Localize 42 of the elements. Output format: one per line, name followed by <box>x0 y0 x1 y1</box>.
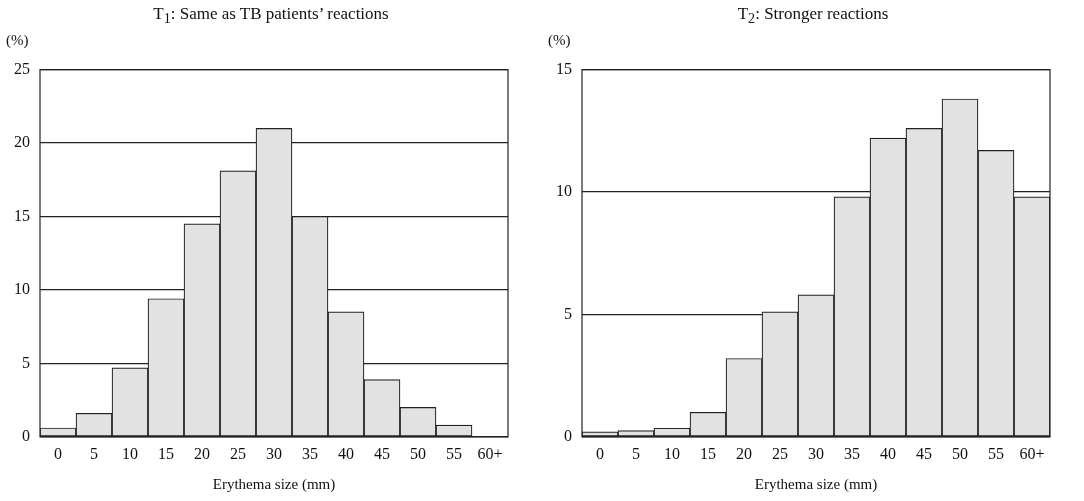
x-tick-label: 40 <box>338 444 354 462</box>
y-tick-label: 10 <box>14 280 30 298</box>
x-tick-label: 60+ <box>477 444 503 462</box>
x-tick-label: 5 <box>632 444 640 462</box>
x-axis-title: Erythema size (mm) <box>212 475 336 493</box>
x-tick-label: 20 <box>736 444 752 462</box>
x-tick-label: 35 <box>844 444 860 462</box>
x-tick-label: 25 <box>230 444 246 462</box>
x-tick-label: 15 <box>700 444 716 462</box>
x-tick-label: 50 <box>410 444 426 462</box>
x-tick-label: 10 <box>122 444 138 462</box>
y-tick-label: 5 <box>22 353 30 371</box>
x-tick-label: 60+ <box>1019 444 1045 462</box>
x-tick-label: 45 <box>916 444 932 462</box>
y-tick-label: 15 <box>14 206 30 224</box>
x-tick-label: 20 <box>194 444 210 462</box>
x-tick-label: 10 <box>664 444 680 462</box>
chart-title: T$_{2}$: Stronger reactions <box>736 4 890 28</box>
x-tick-label: 25 <box>772 444 788 462</box>
x-tick-label: 0 <box>54 444 62 462</box>
y-tick-label: 15 <box>556 59 572 77</box>
y-axis-title: (%) <box>548 32 571 49</box>
x-tick-label: 30 <box>808 444 824 462</box>
x-tick-label: 5 <box>90 444 98 462</box>
x-tick-label: 55 <box>446 444 462 462</box>
x-tick-label: 0 <box>596 444 604 462</box>
y-tick-label: 10 <box>556 182 572 200</box>
chart-title: T$_{1}$: Same as TB patients’ reactions <box>152 4 390 28</box>
x-tick-label: 40 <box>880 444 896 462</box>
y-tick-label: 25 <box>14 59 30 77</box>
x-tick-label: 30 <box>266 444 282 462</box>
x-tick-label: 15 <box>158 444 174 462</box>
y-axis-title: (%) <box>6 32 29 49</box>
y-tick-label: 0 <box>564 427 572 444</box>
y-tick-label: 5 <box>564 304 572 322</box>
x-tick-label: 45 <box>374 444 390 462</box>
y-tick-label: 0 <box>22 427 30 444</box>
x-tick-label: 55 <box>988 444 1004 462</box>
x-tick-label: 35 <box>302 444 318 462</box>
x-tick-label: 50 <box>952 444 968 462</box>
x-axis-title: Erythema size (mm) <box>754 475 878 493</box>
y-tick-label: 20 <box>14 133 30 151</box>
